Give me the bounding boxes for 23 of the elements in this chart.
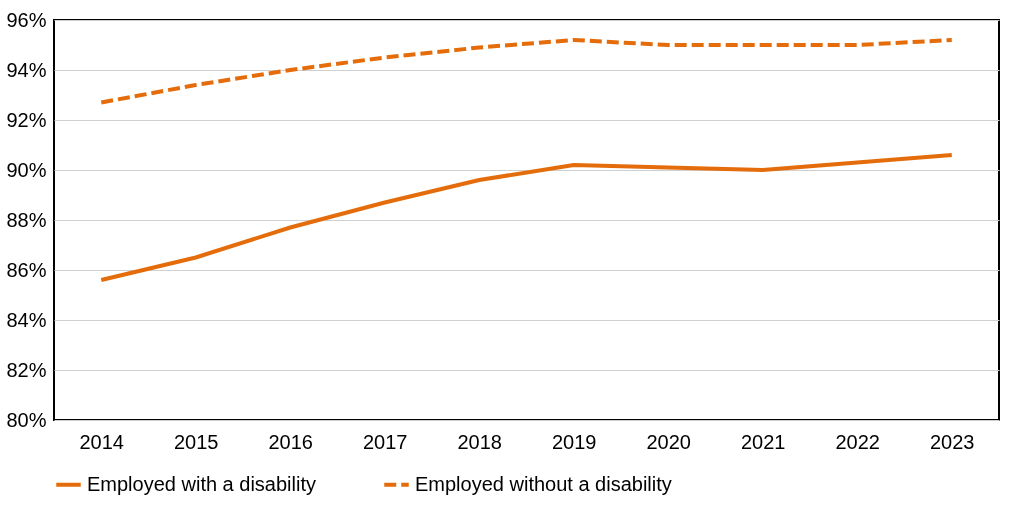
y-tick-label: 84%	[6, 308, 47, 331]
y-tick-label: 88%	[6, 208, 47, 231]
y-tick-label: 96%	[6, 8, 47, 31]
y-tick-label: 86%	[6, 258, 47, 281]
y-tick-label: 90%	[6, 158, 47, 181]
x-tick-label: 2021	[741, 430, 786, 453]
x-tick-label: 2022	[835, 430, 880, 453]
x-tick-label: 2023	[930, 430, 975, 453]
x-tick-label: 2018	[457, 430, 502, 453]
line-series	[99, 153, 954, 282]
legend-label: Employed without a disability	[415, 472, 672, 495]
x-tick-label: 2016	[268, 430, 313, 453]
y-tick-label: 92%	[6, 108, 47, 131]
x-tick-label: 2020	[646, 430, 691, 453]
y-tick-label: 82%	[6, 358, 47, 381]
y-tick-label: 94%	[6, 58, 47, 81]
legend-label: Employed with a disability	[87, 472, 316, 495]
x-tick-label: 2015	[174, 430, 219, 453]
y-tick-label: 80%	[6, 408, 47, 431]
x-tick-label: 2017	[363, 430, 408, 453]
x-tick-label: 2014	[79, 430, 124, 453]
line-series	[99, 38, 954, 105]
x-tick-label: 2019	[552, 430, 597, 453]
